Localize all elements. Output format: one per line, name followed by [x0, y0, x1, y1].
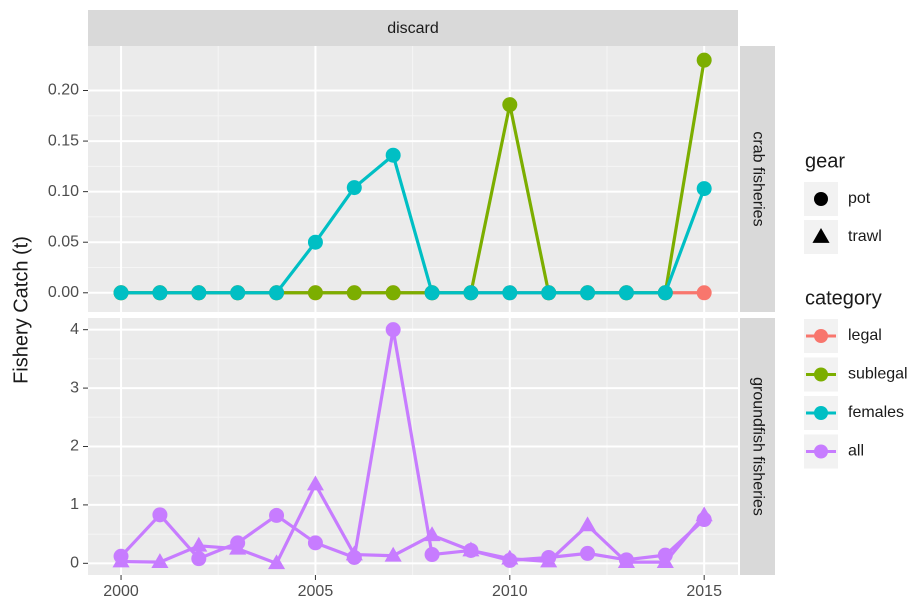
point	[385, 285, 401, 301]
legend-label: females	[848, 404, 904, 421]
point	[191, 551, 207, 567]
legend-symbol	[814, 367, 828, 382]
point	[152, 507, 168, 523]
point	[346, 285, 362, 301]
y-axis-label: Fishery Catch (t)	[10, 236, 32, 384]
legend-title: category	[805, 287, 882, 309]
y-tick-label: 0.05	[48, 233, 79, 250]
series-line	[119, 328, 706, 562]
point-triangle	[501, 549, 519, 565]
point	[191, 285, 207, 301]
point	[618, 285, 634, 301]
legend-symbol	[812, 228, 830, 243]
point	[385, 147, 401, 163]
point	[541, 285, 557, 301]
point-triangle	[306, 475, 324, 491]
legend-label: trawl	[848, 228, 882, 245]
point	[230, 285, 246, 301]
point-triangle	[345, 545, 363, 561]
legend-label: sublegal	[848, 366, 908, 383]
x-tick-label: 2010	[492, 583, 528, 600]
point	[269, 285, 285, 301]
point	[696, 52, 712, 68]
point	[113, 285, 129, 301]
legend-symbol	[814, 329, 828, 343]
x-tick-label: 2000	[103, 583, 139, 600]
point	[424, 285, 440, 301]
legend-symbol	[814, 192, 828, 206]
legend-title: gear	[805, 150, 845, 172]
point-triangle	[112, 552, 130, 568]
point	[307, 234, 323, 250]
y-tick-label: 1	[70, 496, 79, 513]
y-tick-label: 0.15	[48, 132, 79, 149]
x-tick-label: 2005	[298, 583, 334, 600]
point-triangle	[462, 541, 480, 557]
facet-title: discard	[387, 20, 439, 37]
series-line	[121, 482, 706, 565]
point	[696, 181, 712, 197]
point-triangle	[540, 552, 558, 568]
point-triangle	[579, 516, 597, 532]
y-tick-label: 3	[70, 379, 79, 396]
point	[580, 545, 596, 561]
facet-label: groundfish fisheries	[749, 377, 766, 516]
legend-label: legal	[848, 327, 882, 344]
x-tick-label: 2015	[686, 583, 722, 600]
point	[696, 285, 712, 301]
point	[502, 285, 518, 301]
facet-label: crab fisheries	[749, 131, 766, 226]
point-triangle	[190, 536, 208, 552]
point	[346, 180, 362, 196]
y-tick-label: 4	[70, 321, 79, 338]
point	[424, 547, 440, 563]
legend-label: all	[848, 443, 864, 460]
legend-label: pot	[848, 190, 871, 207]
series-line	[121, 153, 706, 295]
point	[463, 285, 479, 301]
legend-symbol	[814, 406, 828, 420]
point	[269, 507, 285, 523]
point	[307, 535, 323, 551]
y-tick-label: 2	[70, 438, 79, 455]
point	[307, 285, 323, 301]
point-triangle	[267, 554, 286, 570]
y-tick-label: 0.00	[48, 284, 79, 301]
y-tick-label: 0	[70, 555, 79, 572]
facet-strip	[740, 46, 775, 312]
point-triangle	[384, 546, 402, 562]
point-triangle	[695, 506, 713, 522]
point	[657, 285, 673, 301]
point-triangle	[229, 539, 247, 555]
point-triangle	[656, 553, 674, 568]
legend-symbol	[814, 444, 828, 459]
point-triangle	[151, 553, 169, 568]
point	[502, 97, 518, 113]
point	[580, 285, 596, 301]
point-triangle	[423, 526, 441, 542]
point	[152, 285, 168, 301]
point-triangle	[617, 553, 635, 568]
facet-strip	[88, 10, 738, 46]
facet-strip	[740, 318, 775, 575]
point	[385, 322, 401, 338]
y-tick-label: 0.10	[48, 183, 79, 200]
y-tick-label: 0.20	[48, 82, 79, 99]
